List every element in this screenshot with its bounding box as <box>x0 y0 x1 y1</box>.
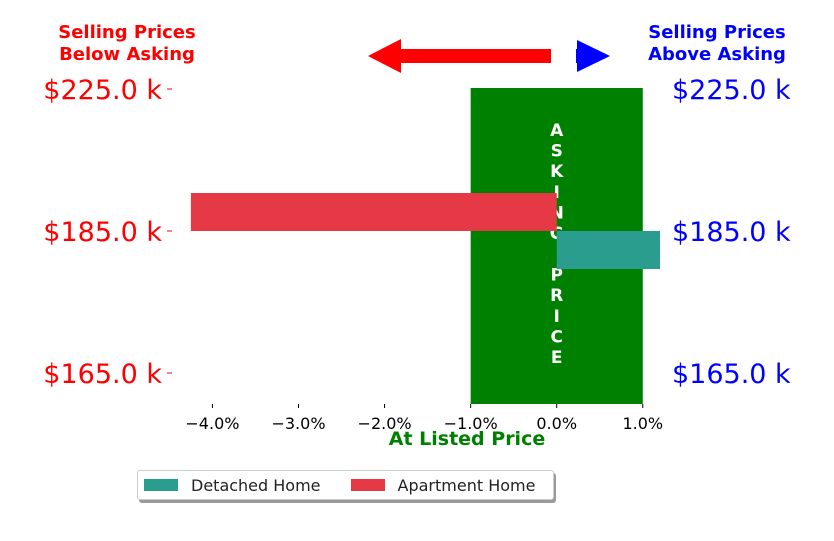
bar-apartment-1 <box>190 193 557 231</box>
legend-item-detached: Detached Home <box>144 476 321 495</box>
y-tick-label-right: $225.0 k <box>672 75 791 106</box>
left-arrow-icon <box>368 39 551 73</box>
asking-band-letter: K <box>550 162 564 182</box>
header-left-line2: Below Asking <box>59 44 195 65</box>
asking-band-letter: S <box>551 142 563 162</box>
asking-band-letter: I <box>554 307 560 327</box>
right-arrow-icon <box>576 40 610 72</box>
asking-band-letter: A <box>550 121 564 141</box>
header-left-line1: Selling Prices <box>58 22 195 43</box>
legend-swatch-detached <box>144 479 178 491</box>
y-tick-label-right: $185.0 k <box>672 217 791 248</box>
asking-band-letter: R <box>550 286 563 306</box>
asking-band-letter: E <box>551 348 563 368</box>
y-tick-label-left: $185.0 k <box>43 217 162 248</box>
bar-detached-1 <box>556 231 660 269</box>
legend-swatch-apartment <box>350 479 385 491</box>
legend-label-detached: Detached Home <box>191 475 321 495</box>
x-axis-label: At Listed Price <box>389 428 545 450</box>
x-tick-label: −2.0% <box>358 414 412 433</box>
x-tick-label: −3.0% <box>271 414 325 433</box>
x-tick-label: 0.0% <box>536 414 577 433</box>
asking-band-letter: P <box>550 266 562 286</box>
y-tick-label-left: $225.0 k <box>43 75 162 106</box>
y-tick-label-left: $165.0 k <box>43 359 162 390</box>
legend-label-apartment: Apartment Home <box>397 475 536 495</box>
header-right-line1: Selling Prices <box>648 22 785 43</box>
x-tick-label: 1.0% <box>622 414 663 433</box>
x-tick-label: −1.0% <box>444 414 498 433</box>
header-right-line2: Above Asking <box>648 44 786 65</box>
x-tick-label: −4.0% <box>185 414 239 433</box>
asking-band-letter: C <box>550 327 562 347</box>
asking-band-letter: I <box>554 183 560 203</box>
y-tick-label-right: $165.0 k <box>672 359 791 390</box>
legend: Detached Home Apartment Home <box>137 470 554 500</box>
legend-item-apartment: Apartment Home <box>350 475 536 495</box>
